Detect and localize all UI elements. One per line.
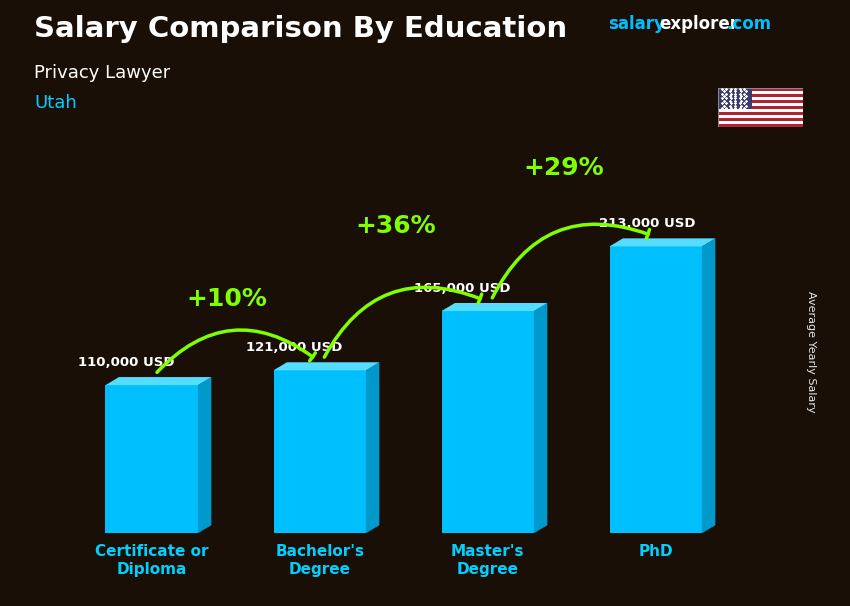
Text: 110,000 USD: 110,000 USD xyxy=(78,356,175,369)
Bar xyxy=(718,88,752,109)
Text: 165,000 USD: 165,000 USD xyxy=(414,282,511,295)
Bar xyxy=(718,118,803,121)
Bar xyxy=(718,121,803,124)
FancyBboxPatch shape xyxy=(274,370,366,533)
Bar xyxy=(718,106,803,109)
Bar xyxy=(718,94,803,97)
Bar xyxy=(718,103,803,106)
Text: .com: .com xyxy=(727,15,772,33)
Text: Utah: Utah xyxy=(34,94,76,112)
FancyBboxPatch shape xyxy=(609,247,702,533)
Bar xyxy=(718,115,803,118)
Bar xyxy=(718,124,803,127)
Polygon shape xyxy=(609,238,716,247)
Polygon shape xyxy=(534,303,547,533)
Text: +36%: +36% xyxy=(355,215,435,238)
Text: Average Yearly Salary: Average Yearly Salary xyxy=(807,291,817,412)
Text: +10%: +10% xyxy=(187,287,268,311)
Text: +29%: +29% xyxy=(523,156,604,181)
Polygon shape xyxy=(198,377,212,533)
Polygon shape xyxy=(105,377,212,385)
Text: salary: salary xyxy=(608,15,665,33)
Polygon shape xyxy=(441,303,547,311)
Bar xyxy=(718,112,803,115)
Bar xyxy=(718,88,803,91)
Text: Salary Comparison By Education: Salary Comparison By Education xyxy=(34,15,567,43)
Text: explorer: explorer xyxy=(659,15,738,33)
Text: 213,000 USD: 213,000 USD xyxy=(599,218,695,230)
Polygon shape xyxy=(702,238,716,533)
Bar xyxy=(718,91,803,94)
FancyBboxPatch shape xyxy=(105,385,198,533)
Bar xyxy=(718,109,803,112)
Polygon shape xyxy=(366,362,379,533)
Text: 121,000 USD: 121,000 USD xyxy=(246,341,343,354)
Bar xyxy=(718,97,803,100)
Text: Privacy Lawyer: Privacy Lawyer xyxy=(34,64,170,82)
Bar xyxy=(718,100,803,103)
FancyBboxPatch shape xyxy=(441,311,534,533)
Polygon shape xyxy=(274,362,379,370)
